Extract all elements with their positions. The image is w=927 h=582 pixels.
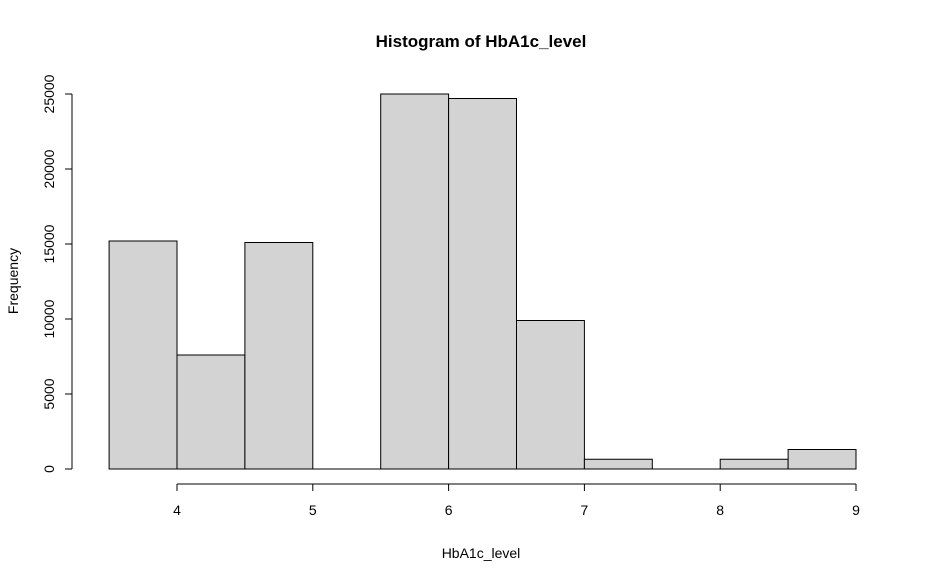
x-tick-label: 4 bbox=[173, 502, 181, 518]
histogram-bar bbox=[719, 458, 789, 470]
x-axis-label: HbA1c_level bbox=[442, 545, 521, 561]
histogram-bar bbox=[448, 98, 518, 470]
y-tick-label: 20000 bbox=[41, 149, 57, 188]
y-axis: 0 5000 10000 15000 20000 25000 bbox=[41, 74, 73, 473]
histogram-bar bbox=[244, 242, 314, 470]
histogram-bar bbox=[583, 458, 653, 470]
x-tick-label: 7 bbox=[581, 502, 589, 518]
y-axis-label: Frequency bbox=[5, 248, 21, 314]
histogram-bar bbox=[380, 93, 450, 470]
x-axis: 4 5 6 7 8 9 bbox=[173, 483, 860, 518]
y-tick-label: 5000 bbox=[41, 378, 57, 409]
y-tick-label: 0 bbox=[41, 465, 57, 473]
bars-group bbox=[108, 93, 857, 470]
x-tick-label: 6 bbox=[445, 502, 453, 518]
chart-title: Histogram of HbA1c_level bbox=[376, 32, 587, 51]
histogram-bar bbox=[787, 449, 857, 470]
histogram-bar bbox=[176, 354, 246, 470]
y-tick-label: 10000 bbox=[41, 299, 57, 338]
x-tick-label: 8 bbox=[716, 502, 724, 518]
y-tick-label: 25000 bbox=[41, 74, 57, 113]
x-tick-label: 5 bbox=[309, 502, 317, 518]
x-tick-label: 9 bbox=[852, 502, 860, 518]
histogram-bar bbox=[108, 240, 178, 470]
histogram-bar bbox=[516, 320, 585, 470]
y-tick-label: 15000 bbox=[41, 224, 57, 263]
